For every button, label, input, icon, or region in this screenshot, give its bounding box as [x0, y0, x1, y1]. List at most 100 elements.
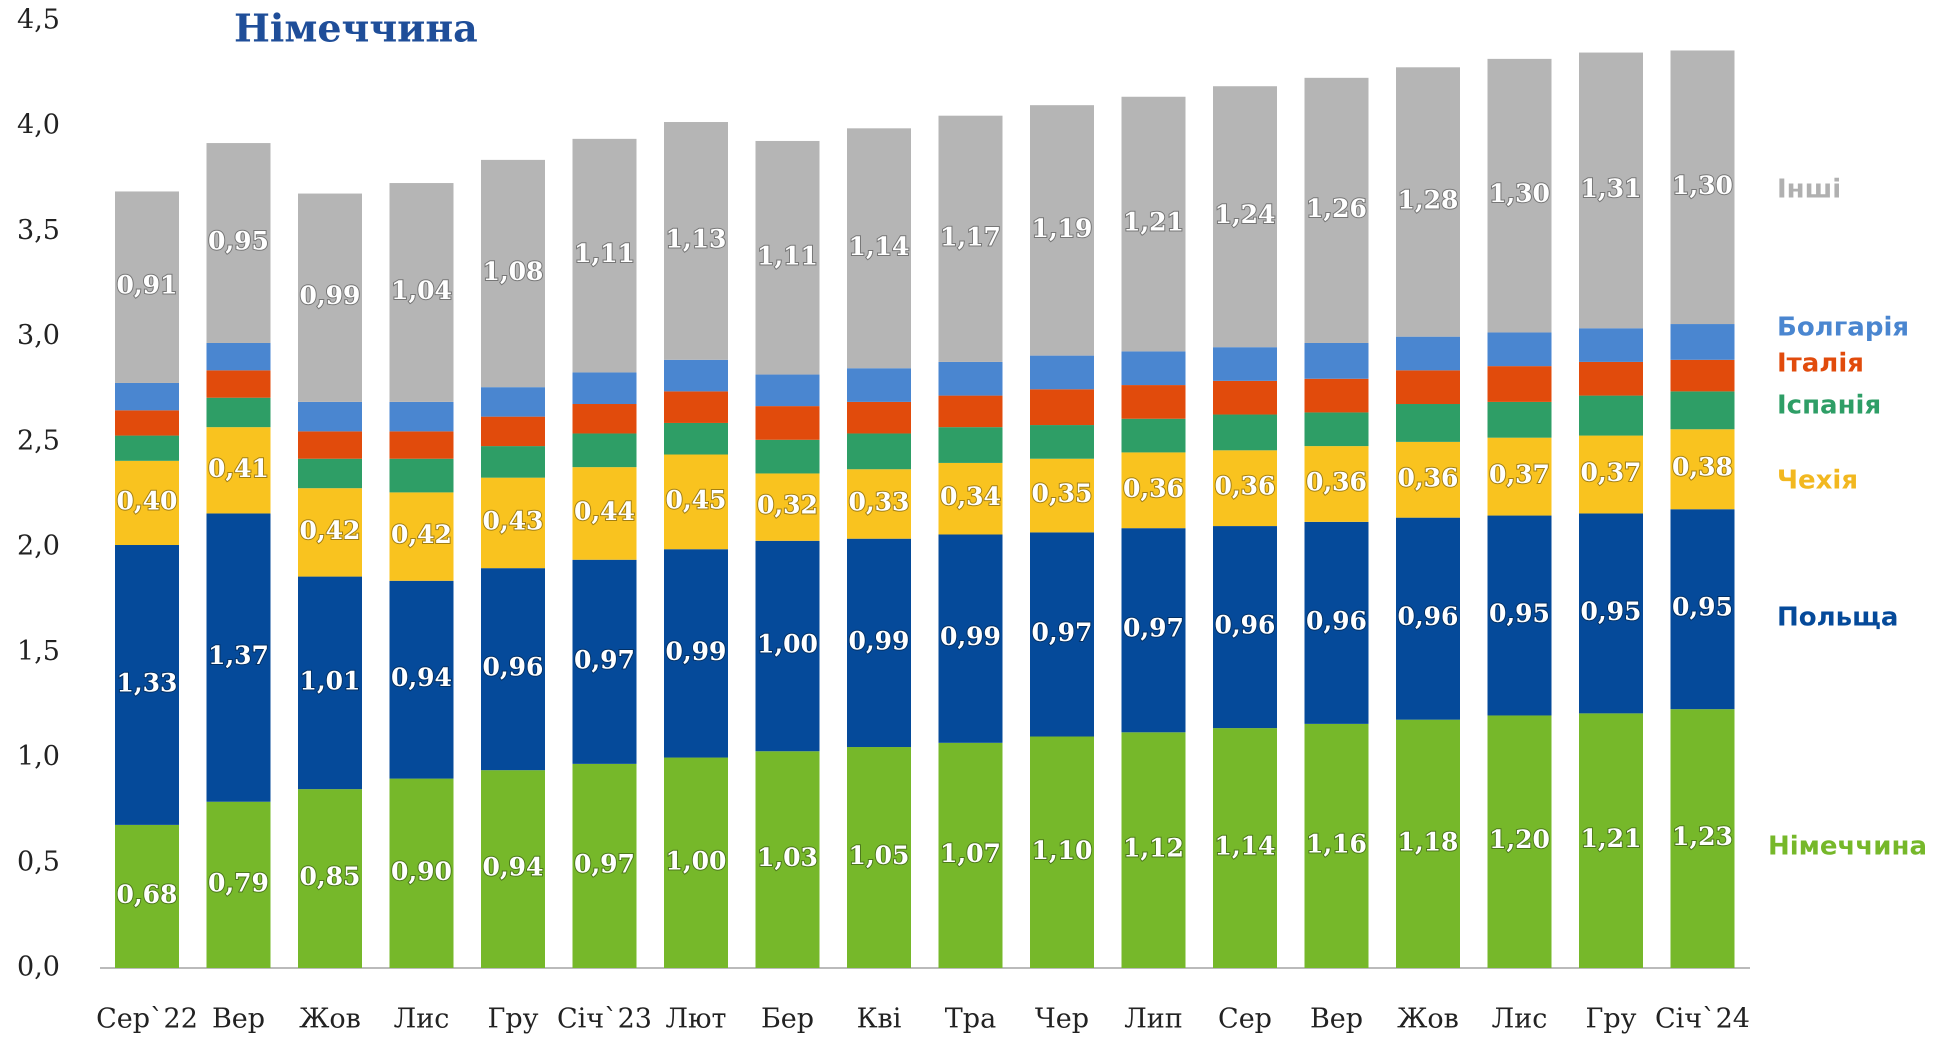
value-label: 0,37 — [1489, 460, 1550, 489]
bar-segment — [664, 549, 728, 758]
value-label: 0,96 — [1306, 606, 1367, 635]
y-tick-label: 3,0 — [17, 320, 60, 351]
bar-segment — [481, 446, 545, 478]
bar-segment — [1579, 328, 1643, 362]
bar-segment — [1121, 452, 1186, 529]
value-label: 1,07 — [940, 839, 1001, 868]
value-label: 1,33 — [117, 668, 178, 697]
bar-segment — [298, 458, 362, 489]
x-tick-label: Жов — [299, 1004, 361, 1035]
value-label: 1,30 — [1489, 179, 1550, 208]
bar-segment — [1670, 359, 1735, 392]
bar-segment — [115, 460, 179, 546]
legend-label: Іспанія — [1777, 391, 1881, 421]
value-label: 1,26 — [1306, 194, 1367, 223]
value-label: 0,35 — [1032, 479, 1093, 508]
bar-segment — [1030, 355, 1094, 390]
bar-segment — [847, 128, 911, 369]
x-tick-label: Лис — [394, 1004, 450, 1035]
value-label: 0,97 — [1032, 618, 1093, 647]
bar-segment — [1121, 96, 1186, 352]
bar-segment — [1579, 713, 1643, 968]
bar-segment — [206, 427, 271, 514]
bar-segment — [389, 778, 454, 968]
bar-segment — [1579, 395, 1643, 436]
x-tick-label: Жов — [1397, 1004, 1459, 1035]
x-tick-label: Сер`22 — [96, 1004, 198, 1035]
value-label: 0,34 — [940, 482, 1001, 511]
bar-segment — [1213, 414, 1277, 451]
value-label: 0,45 — [666, 485, 727, 514]
value-label: 0,36 — [1123, 474, 1184, 503]
value-label: 0,95 — [1672, 593, 1733, 622]
bar-segment — [1396, 67, 1460, 337]
y-tick-label: 3,5 — [17, 215, 60, 246]
x-tick-label: Гру — [487, 1004, 538, 1035]
bar-segment — [481, 477, 545, 569]
bar-segment — [389, 580, 454, 779]
bar-segment — [1213, 86, 1277, 348]
bar-segment — [1487, 437, 1552, 516]
bar-segment — [664, 359, 728, 392]
bar-segment — [115, 382, 179, 411]
chart-title: Німеччина — [234, 6, 478, 51]
value-label: 1,24 — [1215, 200, 1276, 229]
bar-segment — [1396, 336, 1460, 371]
value-label: 1,18 — [1398, 827, 1459, 856]
bar-segment — [572, 372, 637, 405]
bar-segment — [755, 540, 820, 752]
value-label: 1,30 — [1672, 171, 1733, 200]
bar-segment — [481, 770, 545, 968]
value-label: 0,42 — [391, 520, 452, 549]
x-tick-label: Бер — [761, 1004, 814, 1035]
value-label: 0,95 — [208, 227, 269, 256]
value-label: 1,01 — [300, 666, 361, 695]
bar-segment — [115, 435, 179, 461]
bar-segment — [572, 467, 637, 560]
value-label: 0,94 — [391, 663, 452, 692]
bar-segment — [206, 801, 271, 968]
y-tick-label: 0,5 — [17, 846, 60, 877]
value-label: 0,96 — [483, 653, 544, 682]
bar-segment — [115, 410, 179, 436]
value-label: 1,23 — [1672, 822, 1733, 851]
bar-segment — [1579, 435, 1643, 514]
value-label: 0,42 — [300, 516, 361, 545]
x-tick-label: Гру — [1585, 1004, 1636, 1035]
bar-segment — [664, 757, 728, 968]
bar-segment — [1304, 412, 1369, 447]
bar-segment — [664, 454, 728, 550]
bar-segment — [1030, 458, 1094, 533]
bar-segment — [1487, 332, 1552, 367]
bar-segment — [847, 538, 911, 748]
bar-segment — [298, 431, 362, 459]
value-label: 1,10 — [1032, 836, 1093, 865]
bar-segment — [1304, 446, 1369, 522]
value-label: 1,13 — [666, 224, 727, 253]
bar-segment — [664, 422, 728, 455]
value-label: 0,99 — [940, 622, 1001, 651]
bar-segment — [115, 824, 179, 968]
bar-segment — [938, 427, 1003, 463]
bar-segment — [1121, 418, 1186, 453]
value-label: 0,96 — [1215, 611, 1276, 640]
x-tick-label: Сер — [1218, 1004, 1272, 1035]
bar-segment — [1670, 50, 1735, 325]
bar-segment — [1396, 441, 1460, 518]
bar-segment — [847, 368, 911, 402]
bar-segment — [1670, 429, 1735, 510]
bar-segment — [1670, 324, 1735, 360]
value-label: 0,79 — [208, 868, 269, 897]
bar-segment — [481, 416, 545, 447]
bar-segment — [572, 433, 637, 468]
y-tick-label: 4,0 — [17, 110, 60, 141]
bar-segment — [1030, 736, 1094, 968]
bar-segment — [1121, 351, 1186, 386]
value-label: 1,11 — [574, 239, 635, 268]
value-label: 1,04 — [391, 276, 452, 305]
bar-segment — [938, 361, 1003, 396]
bar-segment — [572, 138, 637, 373]
value-label: 0,99 — [666, 637, 727, 666]
legend-label: Чехія — [1777, 466, 1858, 496]
bar-segment — [206, 370, 271, 398]
